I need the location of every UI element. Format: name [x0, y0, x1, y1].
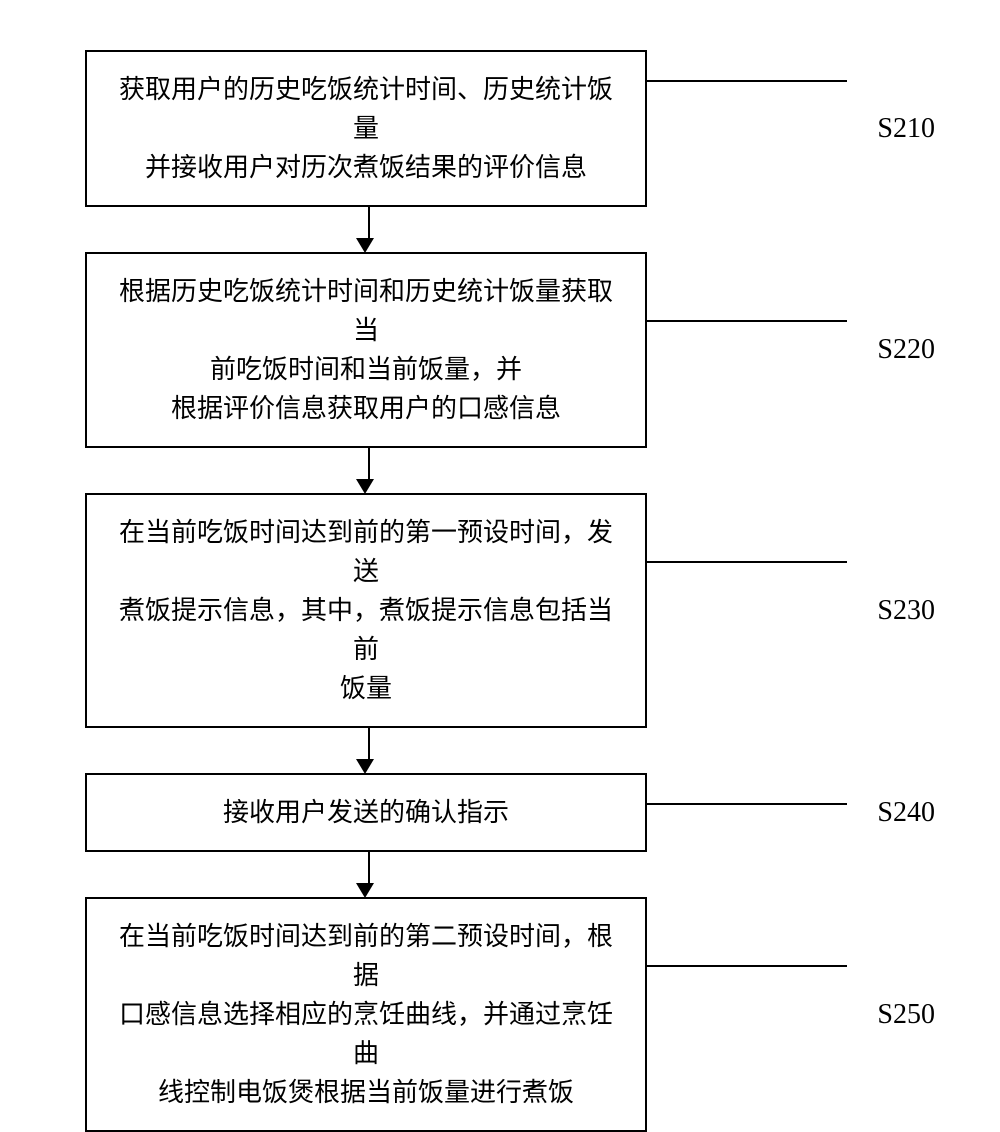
arrow-3 — [0, 728, 1000, 773]
node-text: 根据历史吃饭统计时间和历史统计饭量获取当 — [111, 272, 621, 350]
step-label-s250: S250 — [877, 999, 935, 1031]
flowchart-node-s230: 在当前吃饭时间达到前的第一预设时间，发送 煮饭提示信息，其中，煮饭提示信息包括当… — [85, 493, 647, 728]
node-text: 饭量 — [111, 669, 621, 708]
step-label-s220: S220 — [877, 334, 935, 366]
step-label-s240: S240 — [877, 797, 935, 829]
node-text: 前吃饭时间和当前饭量，并 — [111, 350, 621, 389]
node-text: 根据评价信息获取用户的口感信息 — [111, 389, 621, 428]
flowchart-node-s250: 在当前吃饭时间达到前的第二预设时间，根据 口感信息选择相应的烹饪曲线，并通过烹饪… — [85, 897, 647, 1132]
node-text: 并接收用户对历次煮饭结果的评价信息 — [111, 148, 621, 187]
flowchart-row-3: 在当前吃饭时间达到前的第一预设时间，发送 煮饭提示信息，其中，煮饭提示信息包括当… — [0, 493, 1000, 728]
connector-line — [647, 320, 847, 322]
node-text: 口感信息选择相应的烹饪曲线，并通过烹饪曲 — [111, 995, 621, 1073]
flowchart-row-1: 获取用户的历史吃饭统计时间、历史统计饭量 并接收用户对历次煮饭结果的评价信息 S… — [0, 50, 1000, 207]
connector-line — [647, 965, 847, 967]
node-text: 线控制电饭煲根据当前饭量进行煮饭 — [111, 1073, 621, 1112]
node-text: 接收用户发送的确认指示 — [111, 793, 621, 832]
flowchart-row-4: 接收用户发送的确认指示 S240 — [0, 773, 1000, 852]
node-text: 煮饭提示信息，其中，煮饭提示信息包括当前 — [111, 591, 621, 669]
arrow-1 — [0, 207, 1000, 252]
flowchart-container: 获取用户的历史吃饭统计时间、历史统计饭量 并接收用户对历次煮饭结果的评价信息 S… — [0, 50, 1000, 1132]
arrow-4 — [0, 852, 1000, 897]
flowchart-row-2: 根据历史吃饭统计时间和历史统计饭量获取当 前吃饭时间和当前饭量，并 根据评价信息… — [0, 252, 1000, 448]
flowchart-node-s220: 根据历史吃饭统计时间和历史统计饭量获取当 前吃饭时间和当前饭量，并 根据评价信息… — [85, 252, 647, 448]
flowchart-node-s210: 获取用户的历史吃饭统计时间、历史统计饭量 并接收用户对历次煮饭结果的评价信息 — [85, 50, 647, 207]
node-text: 获取用户的历史吃饭统计时间、历史统计饭量 — [111, 70, 621, 148]
flowchart-row-5: 在当前吃饭时间达到前的第二预设时间，根据 口感信息选择相应的烹饪曲线，并通过烹饪… — [0, 897, 1000, 1132]
step-label-s230: S230 — [877, 595, 935, 627]
connector-line — [647, 80, 847, 82]
step-label-s210: S210 — [877, 113, 935, 145]
arrow-2 — [0, 448, 1000, 493]
flowchart-node-s240: 接收用户发送的确认指示 — [85, 773, 647, 852]
connector-line — [647, 803, 847, 805]
connector-line — [647, 561, 847, 563]
node-text: 在当前吃饭时间达到前的第二预设时间，根据 — [111, 917, 621, 995]
node-text: 在当前吃饭时间达到前的第一预设时间，发送 — [111, 513, 621, 591]
